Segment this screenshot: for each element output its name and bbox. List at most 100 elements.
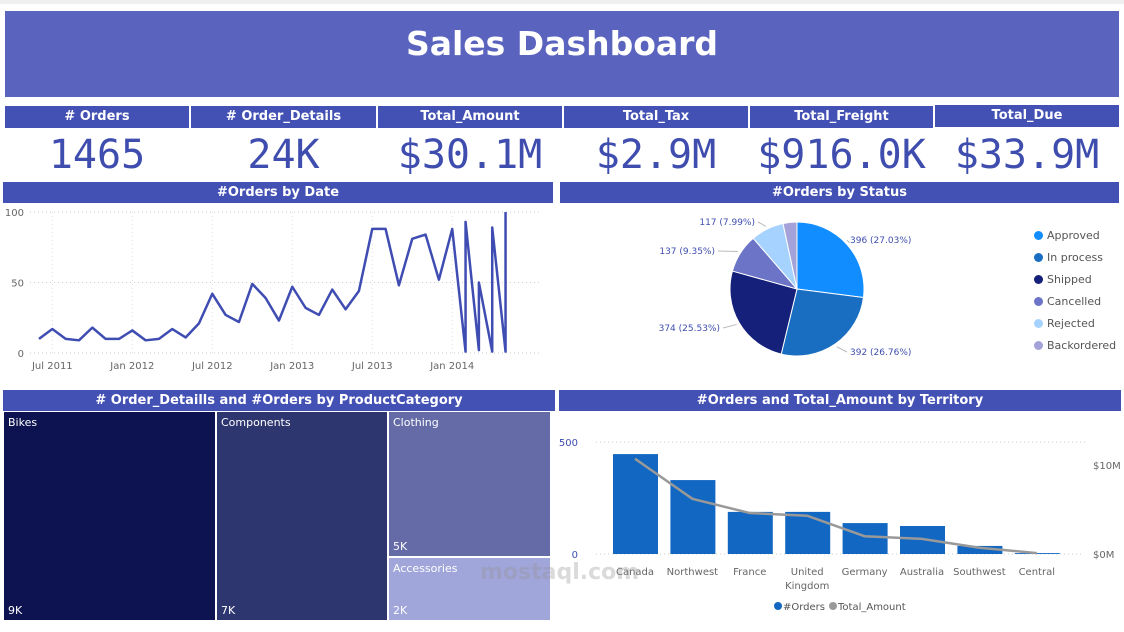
treemap-tile-bikes: Bikes 9K bbox=[4, 412, 215, 620]
y-tick-label: 100 bbox=[5, 208, 24, 219]
top-border bbox=[0, 0, 1124, 4]
treemap-tile-components: Components 7K bbox=[217, 412, 387, 620]
watermark: mostaql.com bbox=[480, 560, 640, 585]
legend-item: Rejected bbox=[1034, 312, 1116, 334]
legend-swatch bbox=[1034, 230, 1043, 240]
kpi-value: $30.1M bbox=[397, 132, 543, 178]
leader-line bbox=[836, 346, 848, 353]
legend-swatch bbox=[1034, 340, 1043, 350]
treemap-tile-accessories: Accessories 2K bbox=[389, 558, 550, 620]
legend-item: Cancelled bbox=[1034, 290, 1116, 312]
line-chart-header: #Orders by Date bbox=[3, 182, 553, 203]
y2-tick-label: $0M bbox=[1093, 550, 1114, 561]
x-tick-label: Jul 2012 bbox=[191, 361, 233, 372]
legend-swatch bbox=[829, 602, 837, 610]
kpi-label: # Order_Details bbox=[191, 106, 376, 128]
pie-chart-header: #Orders by Status bbox=[560, 182, 1119, 203]
kpi-label: Total_Due bbox=[935, 105, 1119, 127]
x-tick-label: Jul 2011 bbox=[31, 361, 73, 372]
bar-northwest bbox=[670, 480, 716, 554]
tile-name: Bikes bbox=[8, 416, 38, 429]
bar-central bbox=[1014, 553, 1060, 554]
legend-label: Shipped bbox=[1047, 272, 1092, 286]
pie-legend: Approved In process Shipped Cancelled Reject… bbox=[1034, 224, 1116, 356]
legend-label: Backordered bbox=[1047, 338, 1117, 352]
tile-name: Clothing bbox=[393, 416, 439, 429]
kpi-value: $33.9M bbox=[954, 132, 1100, 178]
legend-label: Approved bbox=[1047, 228, 1100, 242]
leader-line bbox=[757, 221, 767, 227]
legend-item: Approved bbox=[1034, 224, 1116, 246]
kpi-label: Total_Freight bbox=[750, 106, 933, 128]
x-tick-label: Australia bbox=[900, 567, 944, 578]
y-tick-label: 500 bbox=[559, 438, 578, 449]
pie-slice-in-process bbox=[780, 288, 865, 357]
legend-swatch bbox=[1034, 252, 1043, 262]
legend-swatch bbox=[1034, 274, 1043, 284]
legend-label: In process bbox=[1047, 250, 1103, 264]
y-tick-label: 0 bbox=[18, 349, 24, 360]
data-label: 374 (25.53%) bbox=[659, 324, 720, 334]
x-tick-label: Canada bbox=[616, 567, 654, 578]
x-tick-label: France bbox=[733, 567, 766, 578]
tile-name: Components bbox=[221, 416, 291, 429]
kpi-value: 24K bbox=[247, 132, 320, 178]
x-tick-label: Northwest bbox=[667, 567, 719, 578]
tile-value: 2K bbox=[393, 604, 408, 617]
x-tick-label: Southwest bbox=[953, 567, 1006, 578]
tile-value: 5K bbox=[393, 540, 408, 553]
legend-item: Shipped bbox=[1034, 268, 1116, 290]
orders-line bbox=[38, 212, 507, 353]
leader-line bbox=[846, 239, 850, 244]
x-tick-label: Jan 2013 bbox=[269, 361, 314, 372]
y2-tick-label: $10M bbox=[1093, 461, 1121, 472]
treemap-tile-clothing: Clothing 5K bbox=[389, 412, 550, 556]
page-title: Sales Dashboard bbox=[5, 11, 1119, 97]
kpi-label: # Orders bbox=[5, 106, 189, 128]
kpi-label: Total_Amount bbox=[378, 106, 562, 128]
bar-germany bbox=[842, 523, 888, 554]
x-tick-label: Germany bbox=[842, 567, 888, 578]
y-tick-label: 0 bbox=[572, 550, 578, 561]
tile-value: 9K bbox=[8, 604, 23, 617]
x-tick-label: Jul 2013 bbox=[351, 361, 393, 372]
kpi-value: 1465 bbox=[48, 132, 146, 178]
kpi-label: Total_Tax bbox=[564, 106, 748, 128]
leader-line bbox=[722, 323, 737, 329]
bar-france bbox=[727, 511, 773, 554]
leader-line bbox=[717, 250, 738, 253]
territory-chart: 500 0 $10M $0M Canada Northwest France United Ki… bbox=[559, 438, 1121, 613]
kpi-value: $916.0K bbox=[757, 132, 926, 178]
bar-united-kingdom bbox=[785, 511, 831, 554]
tile-value: 7K bbox=[221, 604, 236, 617]
x-tick-label: Jan 2014 bbox=[429, 361, 474, 372]
x-tick-label: United bbox=[791, 567, 824, 578]
legend-label: #Orders bbox=[783, 602, 825, 613]
bar-chart-header: #Orders and Total_Amount by Territory bbox=[559, 390, 1121, 411]
legend-label: Cancelled bbox=[1047, 294, 1102, 308]
y-tick-label: 50 bbox=[11, 279, 24, 290]
data-label: 117 (7.99%) bbox=[699, 218, 755, 228]
kpi-value: $2.9M bbox=[595, 132, 717, 178]
treemap-header: # Order_Detaills and #Orders by ProductC… bbox=[3, 390, 555, 411]
orders-by-date-chart: 0 50 100 Jul 2011 Jan 2012 Jul 2012 Jan 2013 Ju… bbox=[5, 208, 540, 372]
x-tick-label: Central bbox=[1019, 567, 1055, 578]
legend-swatch bbox=[1034, 296, 1043, 306]
x-tick-label: Jan 2012 bbox=[109, 361, 154, 372]
legend-label: Total_Amount bbox=[837, 602, 906, 613]
bar-southwest bbox=[957, 545, 1003, 554]
pie-slice-approved bbox=[796, 221, 865, 299]
data-label: 392 (26.76%) bbox=[850, 348, 911, 358]
orders-by-status-chart: 396 (27.03%) 392 (26.76%) 374 (25.53%) 137 … bbox=[659, 218, 912, 358]
legend-label: Rejected bbox=[1047, 316, 1095, 330]
legend-item: In process bbox=[1034, 246, 1116, 268]
total-amount-line bbox=[634, 457, 1037, 555]
data-label: 137 (9.35%) bbox=[659, 247, 715, 257]
data-label: 396 (27.03%) bbox=[850, 236, 911, 246]
pie-slice-shipped bbox=[729, 270, 798, 355]
legend-item: Backordered bbox=[1034, 334, 1116, 356]
legend-swatch bbox=[1034, 318, 1043, 328]
tile-name: Accessories bbox=[393, 562, 458, 575]
pie-slice-backordered bbox=[782, 221, 798, 290]
legend-swatch bbox=[774, 602, 782, 610]
